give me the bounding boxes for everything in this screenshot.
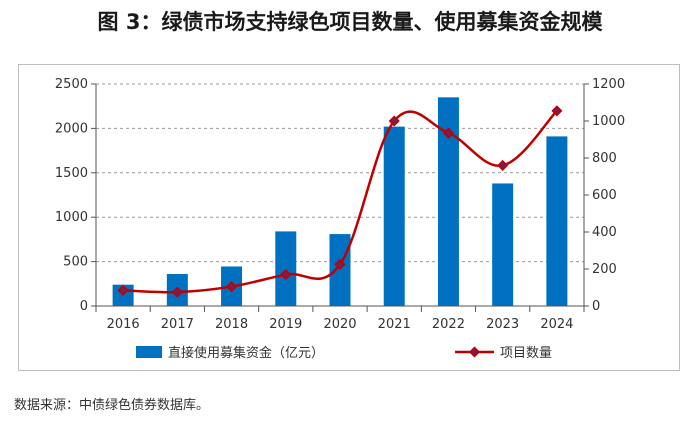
line-point-marker <box>334 258 346 270</box>
x-tick-label: 2022 <box>432 317 465 332</box>
y-left-tick-label: 2000 <box>55 121 88 136</box>
y-left-tick-label: 0 <box>80 299 88 314</box>
y-left-tick-label: 1000 <box>55 210 88 225</box>
chart-title: 图 3：绿债市场支持绿色项目数量、使用募集资金规模 <box>97 10 603 34</box>
line-point-marker <box>442 127 455 139</box>
legend-line-label: 项目数量 <box>500 346 552 361</box>
y-right-tick-label: 1000 <box>592 114 625 129</box>
line-point-marker <box>388 115 400 127</box>
bar-series <box>112 97 568 307</box>
x-tick-label: 2019 <box>269 317 302 332</box>
legend-bar-label: 直接使用募集资金（亿元） <box>168 345 324 361</box>
line-point-marker <box>117 284 129 296</box>
line-point-marker <box>280 268 292 281</box>
source-note: 数据来源：中债绿色债券数据库。 <box>14 398 210 413</box>
x-tick-label: 2017 <box>161 317 194 332</box>
line-series <box>117 105 563 298</box>
bar <box>492 183 514 306</box>
y-right-tick-label: 1200 <box>592 77 625 92</box>
legend-bar-swatch <box>136 346 162 358</box>
y-right-tick-label: 800 <box>592 151 617 166</box>
line-series-path <box>123 109 558 294</box>
y-right-tick-label: 400 <box>592 225 617 240</box>
bar <box>437 97 459 306</box>
y-right-tick-label: 600 <box>592 188 617 203</box>
line-point-marker <box>171 286 183 298</box>
y-right-tick-label: 0 <box>592 299 600 314</box>
y-left-tick-label: 2500 <box>55 77 88 92</box>
x-tick-label: 2018 <box>215 317 248 332</box>
x-tick-label: 2024 <box>540 317 573 332</box>
y-left-tick-label: 1500 <box>55 166 88 181</box>
x-tick-label: 2021 <box>378 317 411 332</box>
line-point-marker <box>225 281 238 293</box>
x-tick-label: 2016 <box>107 317 140 332</box>
legend: 直接使用募集资金（亿元） 项目数量 <box>136 345 552 361</box>
line-point-marker <box>497 159 509 171</box>
y-left-tick-label: 500 <box>63 255 88 270</box>
y-right-tick-label: 200 <box>592 262 617 277</box>
tick-labels: 0 500 1000 1500 2000 2500 0 200 400 600 800 1000 120… <box>55 77 625 332</box>
x-tick-label: 2020 <box>323 317 356 332</box>
bar <box>275 231 297 306</box>
x-tick-label: 2023 <box>486 317 519 332</box>
line-point-marker <box>551 105 563 117</box>
legend-line-marker <box>468 346 481 358</box>
bar <box>383 126 405 307</box>
bar <box>546 136 568 306</box>
bar <box>329 234 351 306</box>
